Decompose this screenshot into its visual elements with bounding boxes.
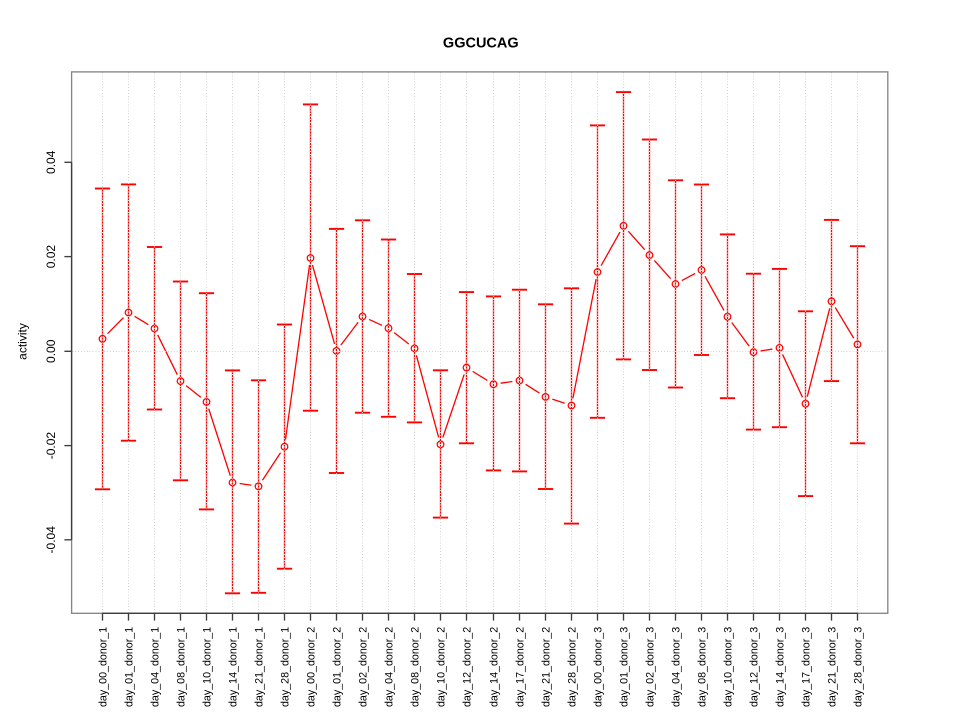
svg-text:day_04_donor_2: day_04_donor_2: [384, 627, 396, 707]
svg-text:day_17_donor_3: day_17_donor_3: [801, 627, 813, 707]
svg-text:day_04_donor_1: day_04_donor_1: [150, 627, 162, 707]
svg-text:-0.04: -0.04: [44, 526, 58, 554]
svg-text:day_04_donor_3: day_04_donor_3: [671, 627, 683, 707]
svg-text:day_00_donor_1: day_00_donor_1: [98, 627, 110, 707]
svg-text:day_08_donor_3: day_08_donor_3: [697, 627, 709, 707]
svg-text:day_21_donor_3: day_21_donor_3: [827, 627, 839, 707]
svg-text:day_08_donor_2: day_08_donor_2: [410, 627, 422, 707]
svg-text:day_28_donor_2: day_28_donor_2: [567, 627, 579, 707]
svg-text:0.00: 0.00: [44, 339, 58, 363]
svg-text:day_10_donor_3: day_10_donor_3: [723, 627, 735, 707]
svg-text:day_08_donor_1: day_08_donor_1: [176, 627, 188, 707]
svg-text:day_01_donor_3: day_01_donor_3: [619, 627, 631, 707]
svg-text:day_14_donor_1: day_14_donor_1: [228, 627, 240, 707]
svg-text:day_12_donor_3: day_12_donor_3: [749, 627, 761, 707]
svg-text:-0.02: -0.02: [44, 432, 58, 460]
svg-text:day_00_donor_2: day_00_donor_2: [306, 627, 318, 707]
svg-text:day_02_donor_2: day_02_donor_2: [358, 627, 370, 707]
svg-text:day_21_donor_1: day_21_donor_1: [254, 627, 266, 707]
svg-text:day_00_donor_3: day_00_donor_3: [593, 627, 605, 707]
svg-text:day_21_donor_2: day_21_donor_2: [541, 627, 553, 707]
svg-text:day_10_donor_1: day_10_donor_1: [202, 627, 214, 707]
svg-text:GGCUCAG: GGCUCAG: [443, 36, 519, 52]
svg-text:day_28_donor_3: day_28_donor_3: [853, 627, 865, 707]
svg-text:day_12_donor_2: day_12_donor_2: [462, 627, 474, 707]
svg-text:day_01_donor_1: day_01_donor_1: [124, 627, 136, 707]
svg-text:day_01_donor_2: day_01_donor_2: [332, 627, 344, 707]
svg-text:0.02: 0.02: [44, 245, 58, 269]
svg-text:day_28_donor_1: day_28_donor_1: [280, 627, 292, 707]
svg-text:activity: activity: [15, 323, 29, 360]
svg-text:day_14_donor_3: day_14_donor_3: [775, 627, 787, 707]
svg-text:day_10_donor_2: day_10_donor_2: [436, 627, 448, 707]
svg-text:day_17_donor_2: day_17_donor_2: [515, 627, 527, 707]
svg-text:day_14_donor_2: day_14_donor_2: [489, 627, 501, 707]
svg-text:0.04: 0.04: [44, 150, 58, 174]
svg-text:day_02_donor_3: day_02_donor_3: [645, 627, 657, 707]
